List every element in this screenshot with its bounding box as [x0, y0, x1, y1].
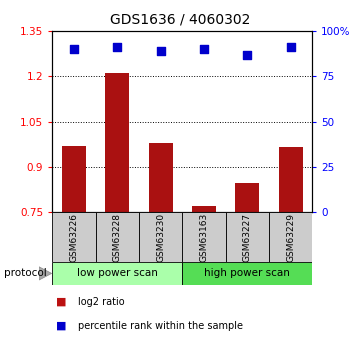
Bar — [105, 73, 129, 212]
Bar — [139, 212, 182, 262]
Bar — [279, 147, 303, 212]
Text: log2 ratio: log2 ratio — [78, 297, 124, 307]
Text: percentile rank within the sample: percentile rank within the sample — [78, 321, 243, 331]
Point — [244, 52, 250, 57]
Text: ■: ■ — [56, 297, 66, 307]
Text: GSM63229: GSM63229 — [286, 213, 295, 262]
Bar — [182, 262, 312, 285]
Point — [201, 47, 207, 52]
Text: GSM63228: GSM63228 — [113, 213, 122, 262]
Text: GSM63230: GSM63230 — [156, 213, 165, 262]
Text: protocol: protocol — [4, 268, 46, 278]
Bar — [269, 212, 312, 262]
Bar — [226, 212, 269, 262]
Polygon shape — [39, 267, 52, 280]
Bar — [182, 212, 226, 262]
Text: GSM63163: GSM63163 — [200, 213, 208, 262]
Text: low power scan: low power scan — [77, 268, 158, 278]
Point — [114, 45, 120, 50]
Bar — [52, 212, 96, 262]
Bar — [62, 146, 86, 212]
Text: high power scan: high power scan — [204, 268, 290, 278]
Bar — [149, 143, 173, 212]
Bar — [192, 206, 216, 212]
Bar — [235, 184, 259, 212]
Point — [288, 45, 293, 50]
Point — [158, 48, 164, 54]
Text: ■: ■ — [56, 321, 66, 331]
Point — [71, 47, 77, 52]
Text: GSM63227: GSM63227 — [243, 213, 252, 262]
Bar — [52, 262, 182, 285]
Text: GSM63226: GSM63226 — [70, 213, 78, 262]
Bar — [96, 212, 139, 262]
Text: GDS1636 / 4060302: GDS1636 / 4060302 — [110, 12, 251, 26]
